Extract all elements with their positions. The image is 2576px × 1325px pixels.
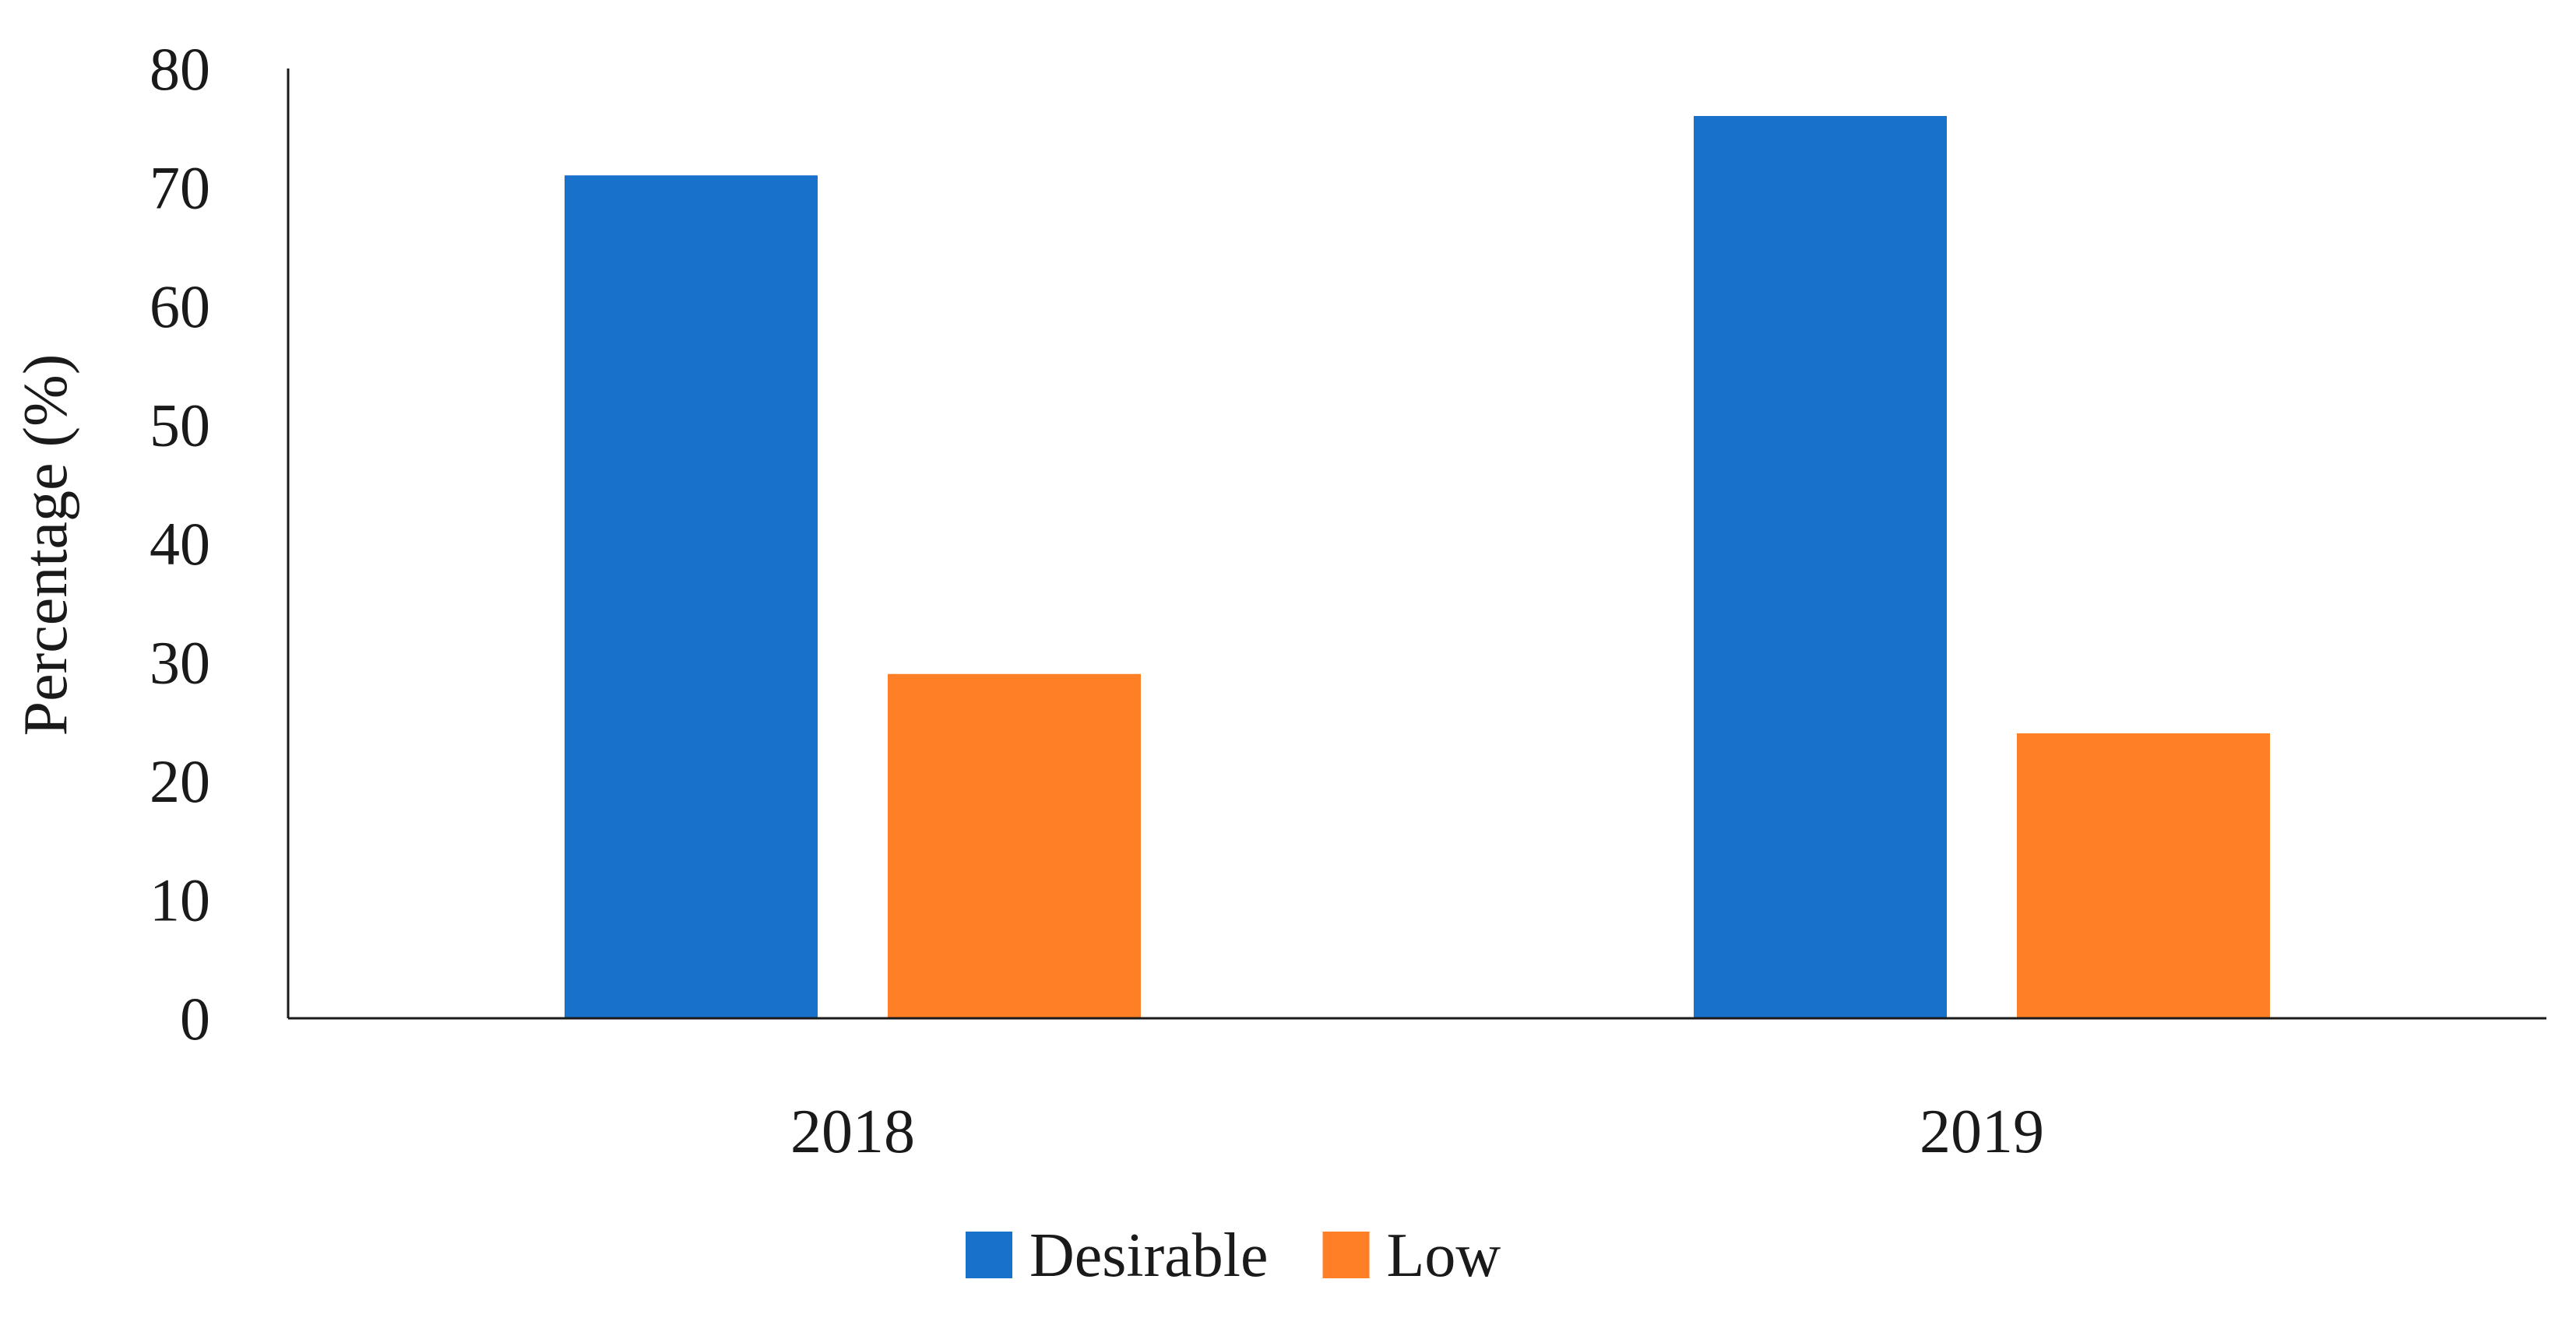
- bars: [565, 116, 2270, 1018]
- bar-low-2018: [888, 673, 1141, 1018]
- y-tick-label: 50: [150, 392, 210, 459]
- y-tick-label: 70: [150, 154, 210, 222]
- y-tick-label: 20: [150, 747, 210, 815]
- y-tick-label: 10: [150, 866, 210, 934]
- x-tick-label: 2019: [1920, 1098, 2044, 1166]
- legend: Desirable Low: [966, 1221, 1501, 1290]
- legend-label-low: Low: [1387, 1221, 1501, 1290]
- legend-label-desirable: Desirable: [1029, 1221, 1269, 1290]
- legend-swatch-desirable: [966, 1232, 1012, 1278]
- x-tick-label: 2018: [790, 1098, 915, 1166]
- y-tick-label: 60: [150, 272, 210, 340]
- x-axis-labels: 2018 2019: [790, 1098, 2044, 1166]
- y-axis-title: Percentage (%): [12, 354, 80, 736]
- bar-desirable-2018: [565, 175, 818, 1018]
- y-axis-ticks: 0 10 20 30 40 50 60 70 80: [150, 35, 210, 1053]
- bar-low-2019: [2017, 733, 2270, 1018]
- axes: [287, 69, 2546, 1020]
- bar-desirable-2019: [1694, 116, 1947, 1018]
- y-tick-label: 40: [150, 510, 210, 578]
- y-tick-label: 30: [150, 629, 210, 697]
- y-tick-label: 80: [150, 35, 210, 103]
- legend-swatch-low: [1322, 1232, 1370, 1278]
- y-tick-label: 0: [180, 985, 210, 1053]
